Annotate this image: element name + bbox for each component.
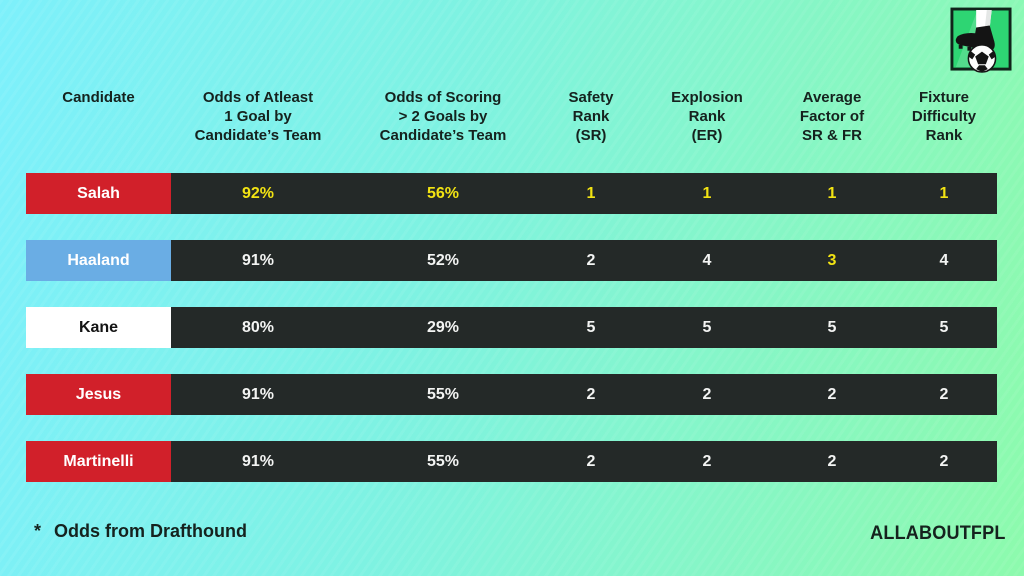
candidate-label: Salah xyxy=(26,173,171,214)
header-explosion-rank: Explosion Rank (ER) xyxy=(671,89,743,144)
odds-1-goal-value: 92% xyxy=(171,173,345,214)
odds-1-goal-value: 80% xyxy=(171,307,345,348)
fixture-difficulty-value: 2 xyxy=(891,441,997,482)
odds-2-goals-value: 29% xyxy=(345,307,541,348)
table-row-haaland: Haaland 91% 52% 2 4 3 4 xyxy=(26,240,997,281)
average-factor-value: 1 xyxy=(773,173,891,214)
table-row-martinelli: Martinelli 91% 55% 2 2 2 2 xyxy=(26,441,997,482)
odds-2-goals-value: 55% xyxy=(345,374,541,415)
safety-rank-value: 5 xyxy=(541,307,641,348)
safety-rank-value: 2 xyxy=(541,240,641,281)
table-row-jesus: Jesus 91% 55% 2 2 2 2 xyxy=(26,374,997,415)
table-row-kane: Kane 80% 29% 5 5 5 5 xyxy=(26,307,997,348)
footnote: * Odds from Drafthound xyxy=(34,521,247,542)
explosion-rank-value: 2 xyxy=(641,441,773,482)
average-factor-value: 3 xyxy=(773,240,891,281)
header-average-factor: Average Factor of SR & FR xyxy=(799,89,865,144)
footnote-asterisk: * xyxy=(34,521,42,541)
candidate-label: Martinelli xyxy=(26,441,171,482)
allaboutfpl-logo xyxy=(950,7,1012,80)
fixture-difficulty-value: 2 xyxy=(891,374,997,415)
table-header-row: Candidate Odds of Atleast 1 Goal by Cand… xyxy=(26,88,997,145)
header-odds-2-goals: Odds of Scoring > 2 Goals by Candidate’s… xyxy=(379,89,507,144)
odds-2-goals-value: 56% xyxy=(345,173,541,214)
boot-and-ball-icon xyxy=(950,7,1012,73)
header-odds-1-goal: Odds of Atleast 1 Goal by Candidate’s Te… xyxy=(194,89,322,144)
odds-1-goal-value: 91% xyxy=(171,374,345,415)
odds-1-goal-value: 91% xyxy=(171,240,345,281)
explosion-rank-value: 4 xyxy=(641,240,773,281)
safety-rank-value: 2 xyxy=(541,374,641,415)
safety-rank-value: 2 xyxy=(541,441,641,482)
odds-1-goal-value: 91% xyxy=(171,441,345,482)
header-safety-rank: Safety Rank (SR) xyxy=(568,89,614,144)
explosion-rank-value: 2 xyxy=(641,374,773,415)
header-fixture-difficulty: Fixture Difficulty Rank xyxy=(911,89,977,144)
average-factor-value: 2 xyxy=(773,374,891,415)
explosion-rank-value: 1 xyxy=(641,173,773,214)
fixture-difficulty-value: 5 xyxy=(891,307,997,348)
explosion-rank-value: 5 xyxy=(641,307,773,348)
candidate-label: Kane xyxy=(26,307,171,348)
candidate-label: Jesus xyxy=(26,374,171,415)
footnote-text: Odds from Drafthound xyxy=(54,521,247,541)
table-row-salah: Salah 92% 56% 1 1 1 1 xyxy=(26,173,997,214)
safety-rank-value: 1 xyxy=(541,173,641,214)
brand-wordmark: ALLABOUTFPL xyxy=(870,523,1006,544)
average-factor-value: 2 xyxy=(773,441,891,482)
average-factor-value: 5 xyxy=(773,307,891,348)
fixture-difficulty-value: 4 xyxy=(891,240,997,281)
fixture-difficulty-value: 1 xyxy=(891,173,997,214)
odds-2-goals-value: 52% xyxy=(345,240,541,281)
odds-2-goals-value: 55% xyxy=(345,441,541,482)
header-candidate: Candidate xyxy=(62,89,135,106)
table-body: Salah 92% 56% 1 1 1 1 Haaland 91% 52% 2 … xyxy=(26,173,997,508)
candidate-label: Haaland xyxy=(26,240,171,281)
